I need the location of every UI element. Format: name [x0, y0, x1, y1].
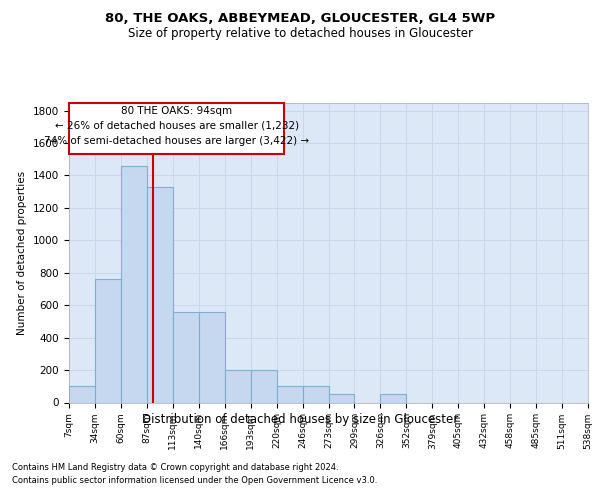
FancyBboxPatch shape: [69, 102, 284, 154]
Text: Contains HM Land Registry data © Crown copyright and database right 2024.: Contains HM Land Registry data © Crown c…: [12, 462, 338, 471]
Text: ← 26% of detached houses are smaller (1,232): ← 26% of detached houses are smaller (1,…: [55, 120, 299, 130]
Bar: [199, 312, 224, 402]
Bar: [380, 394, 406, 402]
Bar: [251, 370, 277, 402]
Text: Distribution of detached houses by size in Gloucester: Distribution of detached houses by size …: [142, 412, 458, 426]
Bar: [69, 386, 95, 402]
Text: 80 THE OAKS: 94sqm: 80 THE OAKS: 94sqm: [121, 106, 232, 116]
Text: Size of property relative to detached houses in Gloucester: Size of property relative to detached ho…: [128, 28, 473, 40]
Bar: [224, 370, 251, 402]
Text: 80, THE OAKS, ABBEYMEAD, GLOUCESTER, GL4 5WP: 80, THE OAKS, ABBEYMEAD, GLOUCESTER, GL4…: [105, 12, 495, 26]
Bar: [173, 312, 199, 402]
Text: Contains public sector information licensed under the Open Government Licence v3: Contains public sector information licen…: [12, 476, 377, 485]
Text: 74% of semi-detached houses are larger (3,422) →: 74% of semi-detached houses are larger (…: [44, 136, 309, 145]
Bar: [147, 187, 173, 402]
Y-axis label: Number of detached properties: Number of detached properties: [17, 170, 28, 334]
Bar: [329, 394, 355, 402]
Bar: [277, 386, 302, 402]
Bar: [95, 280, 121, 402]
Bar: [121, 166, 147, 402]
Bar: [302, 386, 329, 402]
